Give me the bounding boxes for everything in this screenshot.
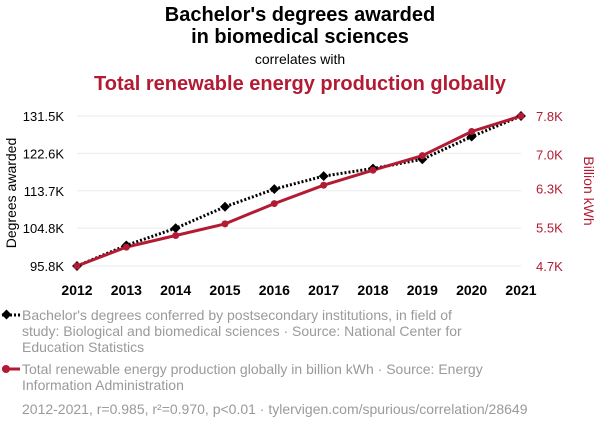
x-tick-label: 2014	[160, 282, 191, 298]
degrees-point	[466, 131, 477, 142]
y-axis-right-label: Billion kWh	[581, 156, 597, 225]
chart-connector-text: correlates with	[255, 51, 345, 67]
series-line-renewable	[76, 114, 522, 268]
chart-title-line-1: Bachelor's degrees awarded	[165, 4, 435, 26]
y-right-tick-label: 6.3K	[536, 182, 563, 197]
series-lines	[76, 114, 522, 268]
x-tick-label: 2019	[407, 282, 438, 298]
legend: Bachelor's degrees conferred by postseco…	[1, 307, 483, 393]
x-tick-label: 2012	[61, 282, 92, 298]
legend-swatch-renewable-dot	[2, 365, 10, 373]
renewable-point	[517, 112, 525, 120]
degrees-point	[269, 184, 280, 195]
x-tick-label: 2018	[357, 282, 388, 298]
renewable-point	[369, 166, 377, 174]
y-right-tick-label: 7.8K	[536, 109, 563, 124]
y-right-tick-label: 4.7K	[536, 259, 563, 274]
y-left-tick-label: 131.5K	[23, 109, 65, 124]
degrees-point	[170, 223, 181, 234]
y-right-tick-label: 5.5K	[536, 220, 563, 235]
series-line-degrees	[76, 114, 522, 268]
degrees-point	[220, 201, 230, 212]
series-markers	[72, 111, 526, 271]
renewable-point	[221, 220, 229, 228]
y-left-tick-label: 122.6K	[23, 146, 65, 161]
y-left-tick-label: 104.8K	[23, 221, 65, 236]
legend-label-degrees-line-3: Education Statistics	[22, 339, 144, 355]
degrees-point	[318, 171, 329, 182]
legend-label-degrees-line-1: Bachelor's degrees conferred by postseco…	[22, 307, 452, 323]
y-axis-left-label: Degrees awarded	[3, 138, 19, 249]
legend-entry-degrees: Bachelor's degrees conferred by postseco…	[1, 307, 462, 355]
x-tick-label: 2017	[308, 282, 339, 298]
x-tick-label: 2016	[259, 282, 290, 298]
x-tick-label: 2013	[111, 282, 142, 298]
chart-subtitle: Total renewable energy production global…	[94, 73, 507, 95]
chart-title-line-2: in biomedical sciences	[191, 26, 409, 48]
legend-entry-renewable: Total renewable energy production global…	[2, 361, 483, 393]
x-tick-label: 2020	[456, 282, 487, 298]
y-left-tick-label: 95.8K	[30, 259, 64, 274]
y-right-tick-label: 7.0K	[536, 148, 563, 163]
renewable-point	[73, 262, 81, 270]
legend-label-renewable-line-2: Information Administration	[22, 377, 184, 393]
renewable-point	[418, 152, 426, 160]
legend-swatch-degrees-diamond	[1, 309, 12, 320]
renewable-point	[172, 232, 180, 240]
renewable-point	[122, 243, 130, 251]
x-tick-label: 2021	[505, 282, 536, 298]
x-tick-label: 2015	[209, 282, 240, 298]
renewable-point	[468, 127, 476, 135]
renewable-point	[320, 181, 328, 189]
axis-ticks: 95.8K 104.8K 113.7K 122.6K 131.5K 4.7K 5.5K 6.3…	[23, 109, 563, 298]
legend-label-renewable-line-1: Total renewable energy production global…	[22, 361, 483, 377]
renewable-point	[270, 200, 278, 208]
y-left-tick-label: 113.7K	[24, 184, 65, 199]
chart-footer: 2012-2021, r=0.985, r²=0.970, p<0.01 · t…	[22, 401, 528, 417]
grid-lines	[77, 115, 521, 267]
legend-label-degrees-line-2: study: Biological and biomedical science…	[22, 323, 462, 339]
